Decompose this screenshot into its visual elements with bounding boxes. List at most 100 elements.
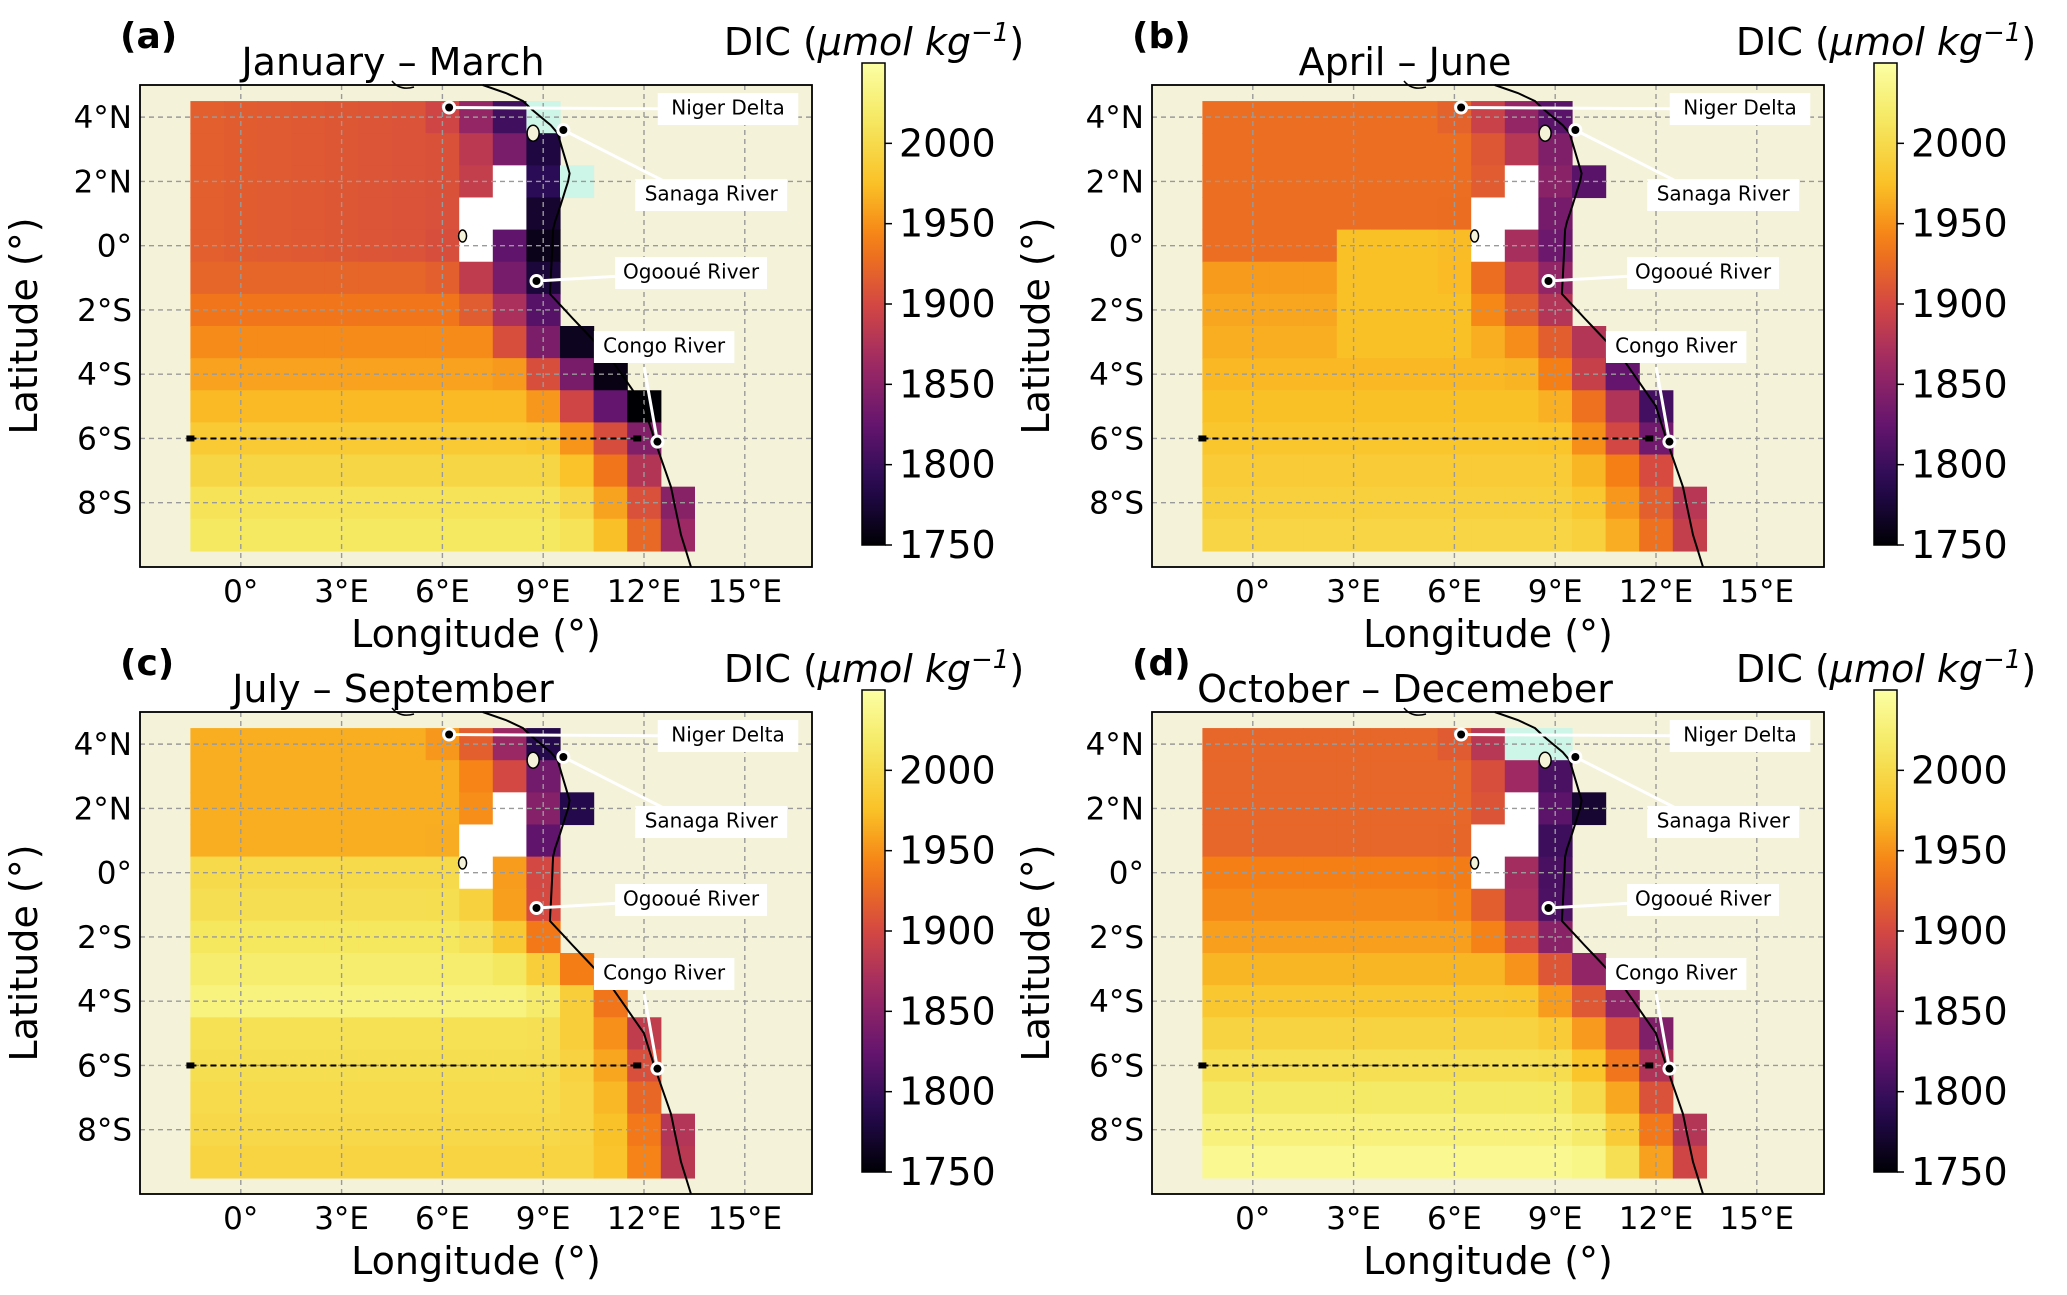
heatmap-cell [593, 454, 628, 488]
annotation-marker [1571, 752, 1580, 761]
colorbar-tick-label: 1900 [899, 909, 996, 953]
heatmap-cell [1202, 1081, 1237, 1115]
heatmap-cell [1605, 390, 1640, 423]
river-label-box [1605, 958, 1747, 990]
y-axis-label: Latitude (°) [1014, 844, 1058, 1061]
river-annotation: Ogooué River [1541, 257, 1780, 289]
heatmap-cell [1269, 326, 1304, 359]
annotation-leader [1654, 993, 1671, 1069]
heatmap-cell [1370, 261, 1405, 295]
heatmap-cell [459, 326, 494, 359]
river-annotation: Sanaga River [1568, 122, 1800, 211]
colorbar-tick-label: 1850 [1911, 989, 2008, 1033]
x-tick-label: 12°E [607, 574, 682, 610]
colorbar-tick-label: 2000 [1911, 121, 2008, 165]
heatmap-cell [358, 888, 393, 922]
x-tick-label: 9°E [1528, 1201, 1583, 1237]
river-label: Sanaga River [645, 182, 779, 206]
heatmap-cell [1303, 1017, 1338, 1050]
heatmap-cell [492, 197, 527, 231]
heatmap-cell [392, 760, 427, 793]
colorbar-label-exponent: −1 [1983, 645, 2021, 675]
heatmap-cell [1471, 824, 1506, 858]
x-tick-label: 6°E [415, 574, 470, 610]
heatmap-cell [190, 1017, 225, 1050]
y-axis-label: Latitude (°) [2, 217, 46, 434]
heatmap-cell [1504, 953, 1539, 986]
axes-frame [139, 711, 813, 1195]
colorbar-label-suffix: ) [1009, 647, 1024, 691]
x-axis-label: Longitude (°) [351, 1239, 601, 1283]
colorbar-label-prefix: DIC ( [1736, 20, 1830, 64]
y-tick-label: 0° [1109, 856, 1144, 892]
annotation-marker [532, 904, 541, 913]
heatmap-cell [1370, 1081, 1405, 1115]
coastline [1494, 84, 1704, 568]
heatmap-cell [1504, 261, 1539, 295]
river-label-box [657, 720, 799, 752]
river-label: Ogooué River [623, 260, 760, 284]
heatmap-cell [1471, 760, 1506, 793]
river-annotation: Congo River [1605, 958, 1747, 1076]
panel-title: October – Decemeber [1197, 667, 1613, 711]
river-label-box [1627, 884, 1780, 916]
heatmap-cell [1471, 326, 1506, 359]
heatmap-cell [593, 518, 628, 552]
y-tick-label: 2°S [1089, 920, 1144, 956]
colorbar-label-prefix: DIC ( [724, 20, 818, 64]
heatmap-cell [1404, 1081, 1439, 1115]
heatmap-cell [1269, 888, 1304, 922]
heatmap-cell [190, 518, 225, 552]
heatmap-cell [1303, 197, 1338, 231]
heatmap-cell [459, 888, 494, 922]
heatmap-cell [358, 953, 393, 986]
heatmap-cell [459, 454, 494, 488]
heatmap-cell [1303, 454, 1338, 488]
heatmap-cell [257, 197, 292, 231]
y-tick-label: 2°S [77, 293, 132, 329]
heatmap-cell [1404, 197, 1439, 231]
heatmap-cell [593, 390, 628, 423]
heatmap-cell [459, 1081, 494, 1115]
heatmap-cell [492, 824, 527, 858]
panel-b: Niger Delta Sanaga River Ogooué River Congo… [1014, 16, 2036, 656]
x-tick-label: 6°E [415, 1201, 470, 1237]
river-annotation: Sanaga River [556, 749, 788, 838]
heatmap-cell [190, 454, 225, 488]
annotation-leader [642, 366, 659, 442]
annotation-marker [445, 730, 454, 739]
heatmap-cell [492, 454, 527, 488]
river-label-box [593, 331, 735, 363]
heatmap-cell [1303, 518, 1338, 552]
heatmap-cell [257, 454, 292, 488]
heatmap-cell [291, 390, 326, 423]
heatmap-cell [190, 133, 225, 166]
river-annotation: Ogooué River [529, 257, 768, 289]
x-tick-label: 12°E [1619, 1201, 1694, 1237]
colorbar-tick-label: 1950 [1911, 202, 2008, 246]
heatmap-cell [1404, 1145, 1439, 1179]
heatmap-cell [459, 1145, 494, 1179]
heatmap-cell [593, 1081, 628, 1115]
heatmap-cell [1572, 518, 1607, 552]
heatmap-cell [1202, 261, 1237, 295]
heatmap-cell [560, 326, 595, 359]
heatmap-cell [291, 760, 326, 793]
heatmap-cell [291, 326, 326, 359]
coastline [482, 84, 692, 568]
heatmap-cell [492, 1081, 527, 1115]
colorbar-tick-label: 1750 [899, 1150, 996, 1194]
profile-start-marker [1198, 1062, 1207, 1069]
bioko-island [526, 751, 540, 769]
heatmap-cell [190, 1081, 225, 1115]
river-label-box [1627, 257, 1780, 289]
colorbar-tick-label: 1950 [899, 829, 996, 873]
heatmap-cell [459, 261, 494, 295]
y-tick-label: 6°S [77, 1048, 132, 1084]
heatmap-cell [358, 760, 393, 793]
y-axis-label: Latitude (°) [2, 844, 46, 1061]
heatmap-cell [358, 261, 393, 295]
heatmap-cell [190, 1145, 225, 1179]
heatmap-cell [1202, 390, 1237, 423]
